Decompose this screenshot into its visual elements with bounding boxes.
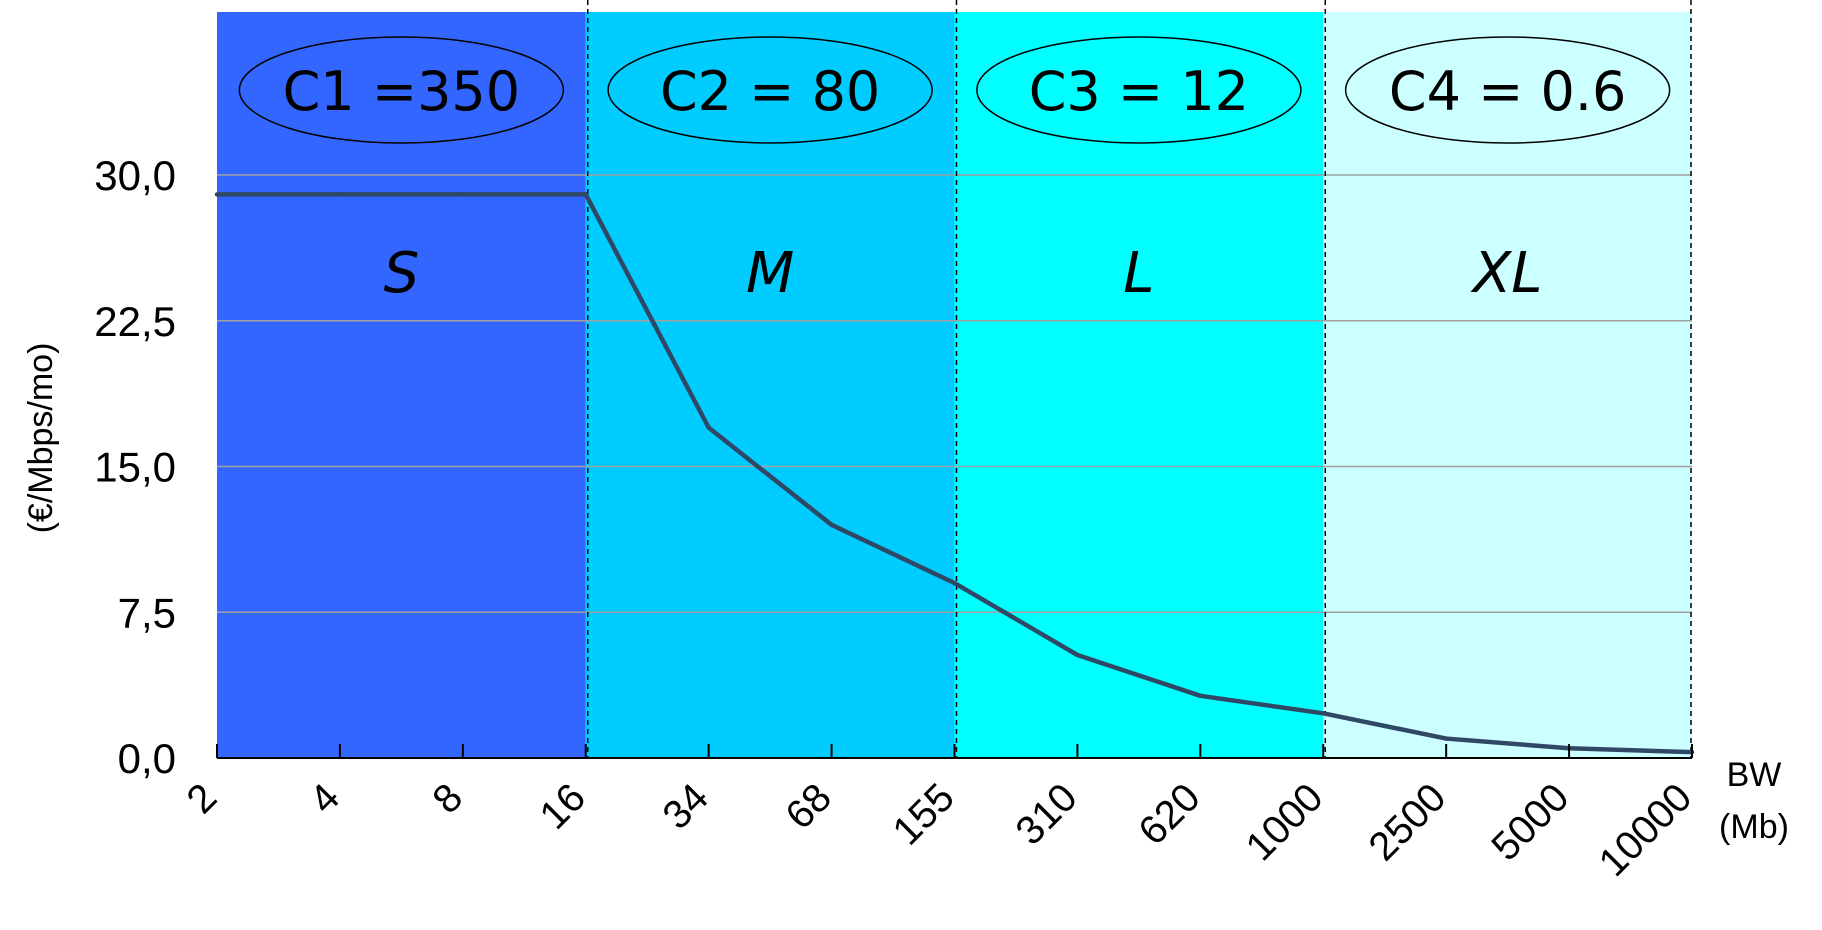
y-axis-label: (€/Mbps/mo) bbox=[22, 343, 60, 534]
band-label-s: S bbox=[384, 241, 420, 306]
coef-label-1: C1 =350 bbox=[283, 60, 521, 123]
x-tick-label: 620 bbox=[1130, 775, 1208, 853]
x-tick-label: 155 bbox=[885, 775, 963, 853]
x-tick-label: 4 bbox=[301, 775, 348, 822]
x-tick-label: 2500 bbox=[1360, 775, 1454, 869]
data-point bbox=[337, 192, 343, 197]
data-point bbox=[706, 425, 711, 430]
y-tick-label: 22,5 bbox=[94, 298, 176, 345]
tier-dividers bbox=[587, 0, 1692, 758]
coef-label-2: C2 = 80 bbox=[660, 60, 880, 123]
y-tick-label: 15,0 bbox=[94, 444, 176, 491]
y-tick-label: 7,5 bbox=[118, 589, 176, 636]
coef-ellipse-1 bbox=[238, 36, 565, 144]
band-l bbox=[954, 12, 1324, 758]
y-tick-label: 30,0 bbox=[94, 152, 176, 199]
x-tick-label: 16 bbox=[532, 775, 595, 838]
band-label-l: L bbox=[1123, 241, 1154, 306]
band-label-m: M bbox=[746, 241, 794, 306]
tier-labels: C1 =350 S C2 = 80 M C3 = 12 L C4 = 0.6 XL bbox=[238, 36, 1671, 306]
tier-bands bbox=[217, 12, 1692, 758]
data-point bbox=[1198, 693, 1203, 699]
x-tick-label: 2 bbox=[179, 775, 226, 822]
x-tick-label: 5000 bbox=[1483, 775, 1577, 869]
x-tick-label: 8 bbox=[424, 775, 471, 822]
data-point bbox=[583, 192, 588, 197]
band-m bbox=[585, 12, 955, 758]
x-tick-labels: 2 4 8 16 34 68 155 310 620 1000 2500 5000 10000 bbox=[179, 775, 1701, 885]
data-point bbox=[460, 192, 466, 197]
data-point bbox=[952, 580, 957, 586]
band-label-xl: XL bbox=[1470, 241, 1543, 306]
data-point bbox=[1075, 652, 1080, 658]
series-layer bbox=[214, 192, 1695, 755]
grid-lines bbox=[217, 174, 1692, 614]
x-tick-label: 1000 bbox=[1238, 775, 1332, 869]
x-tick-label: 34 bbox=[654, 775, 717, 838]
data-point bbox=[1443, 736, 1449, 741]
x-tick-label: 68 bbox=[777, 775, 840, 838]
x-tick-label: 310 bbox=[1007, 775, 1085, 853]
y-tick-label: 0,0 bbox=[118, 735, 176, 782]
coef-label-3: C3 = 12 bbox=[1029, 60, 1249, 123]
x-axis-label-line1: BW bbox=[1727, 756, 1782, 794]
data-point bbox=[1321, 711, 1326, 716]
coef-label-4: C4 = 0.6 bbox=[1389, 60, 1627, 123]
coef-ellipse-3 bbox=[976, 36, 1302, 144]
data-point bbox=[214, 192, 220, 197]
coef-ellipse-2 bbox=[607, 36, 933, 144]
x-axis bbox=[216, 744, 1693, 759]
coef-ellipse-4 bbox=[1344, 36, 1671, 144]
band-xl bbox=[1323, 12, 1692, 758]
band-s bbox=[217, 12, 586, 758]
x-axis-label-line2: (Mb) bbox=[1719, 808, 1789, 846]
y-axis: 0,0 7,5 15,0 22,5 30,0 bbox=[94, 152, 176, 782]
x-tick-label: 10000 bbox=[1591, 775, 1701, 885]
data-point bbox=[829, 522, 834, 527]
